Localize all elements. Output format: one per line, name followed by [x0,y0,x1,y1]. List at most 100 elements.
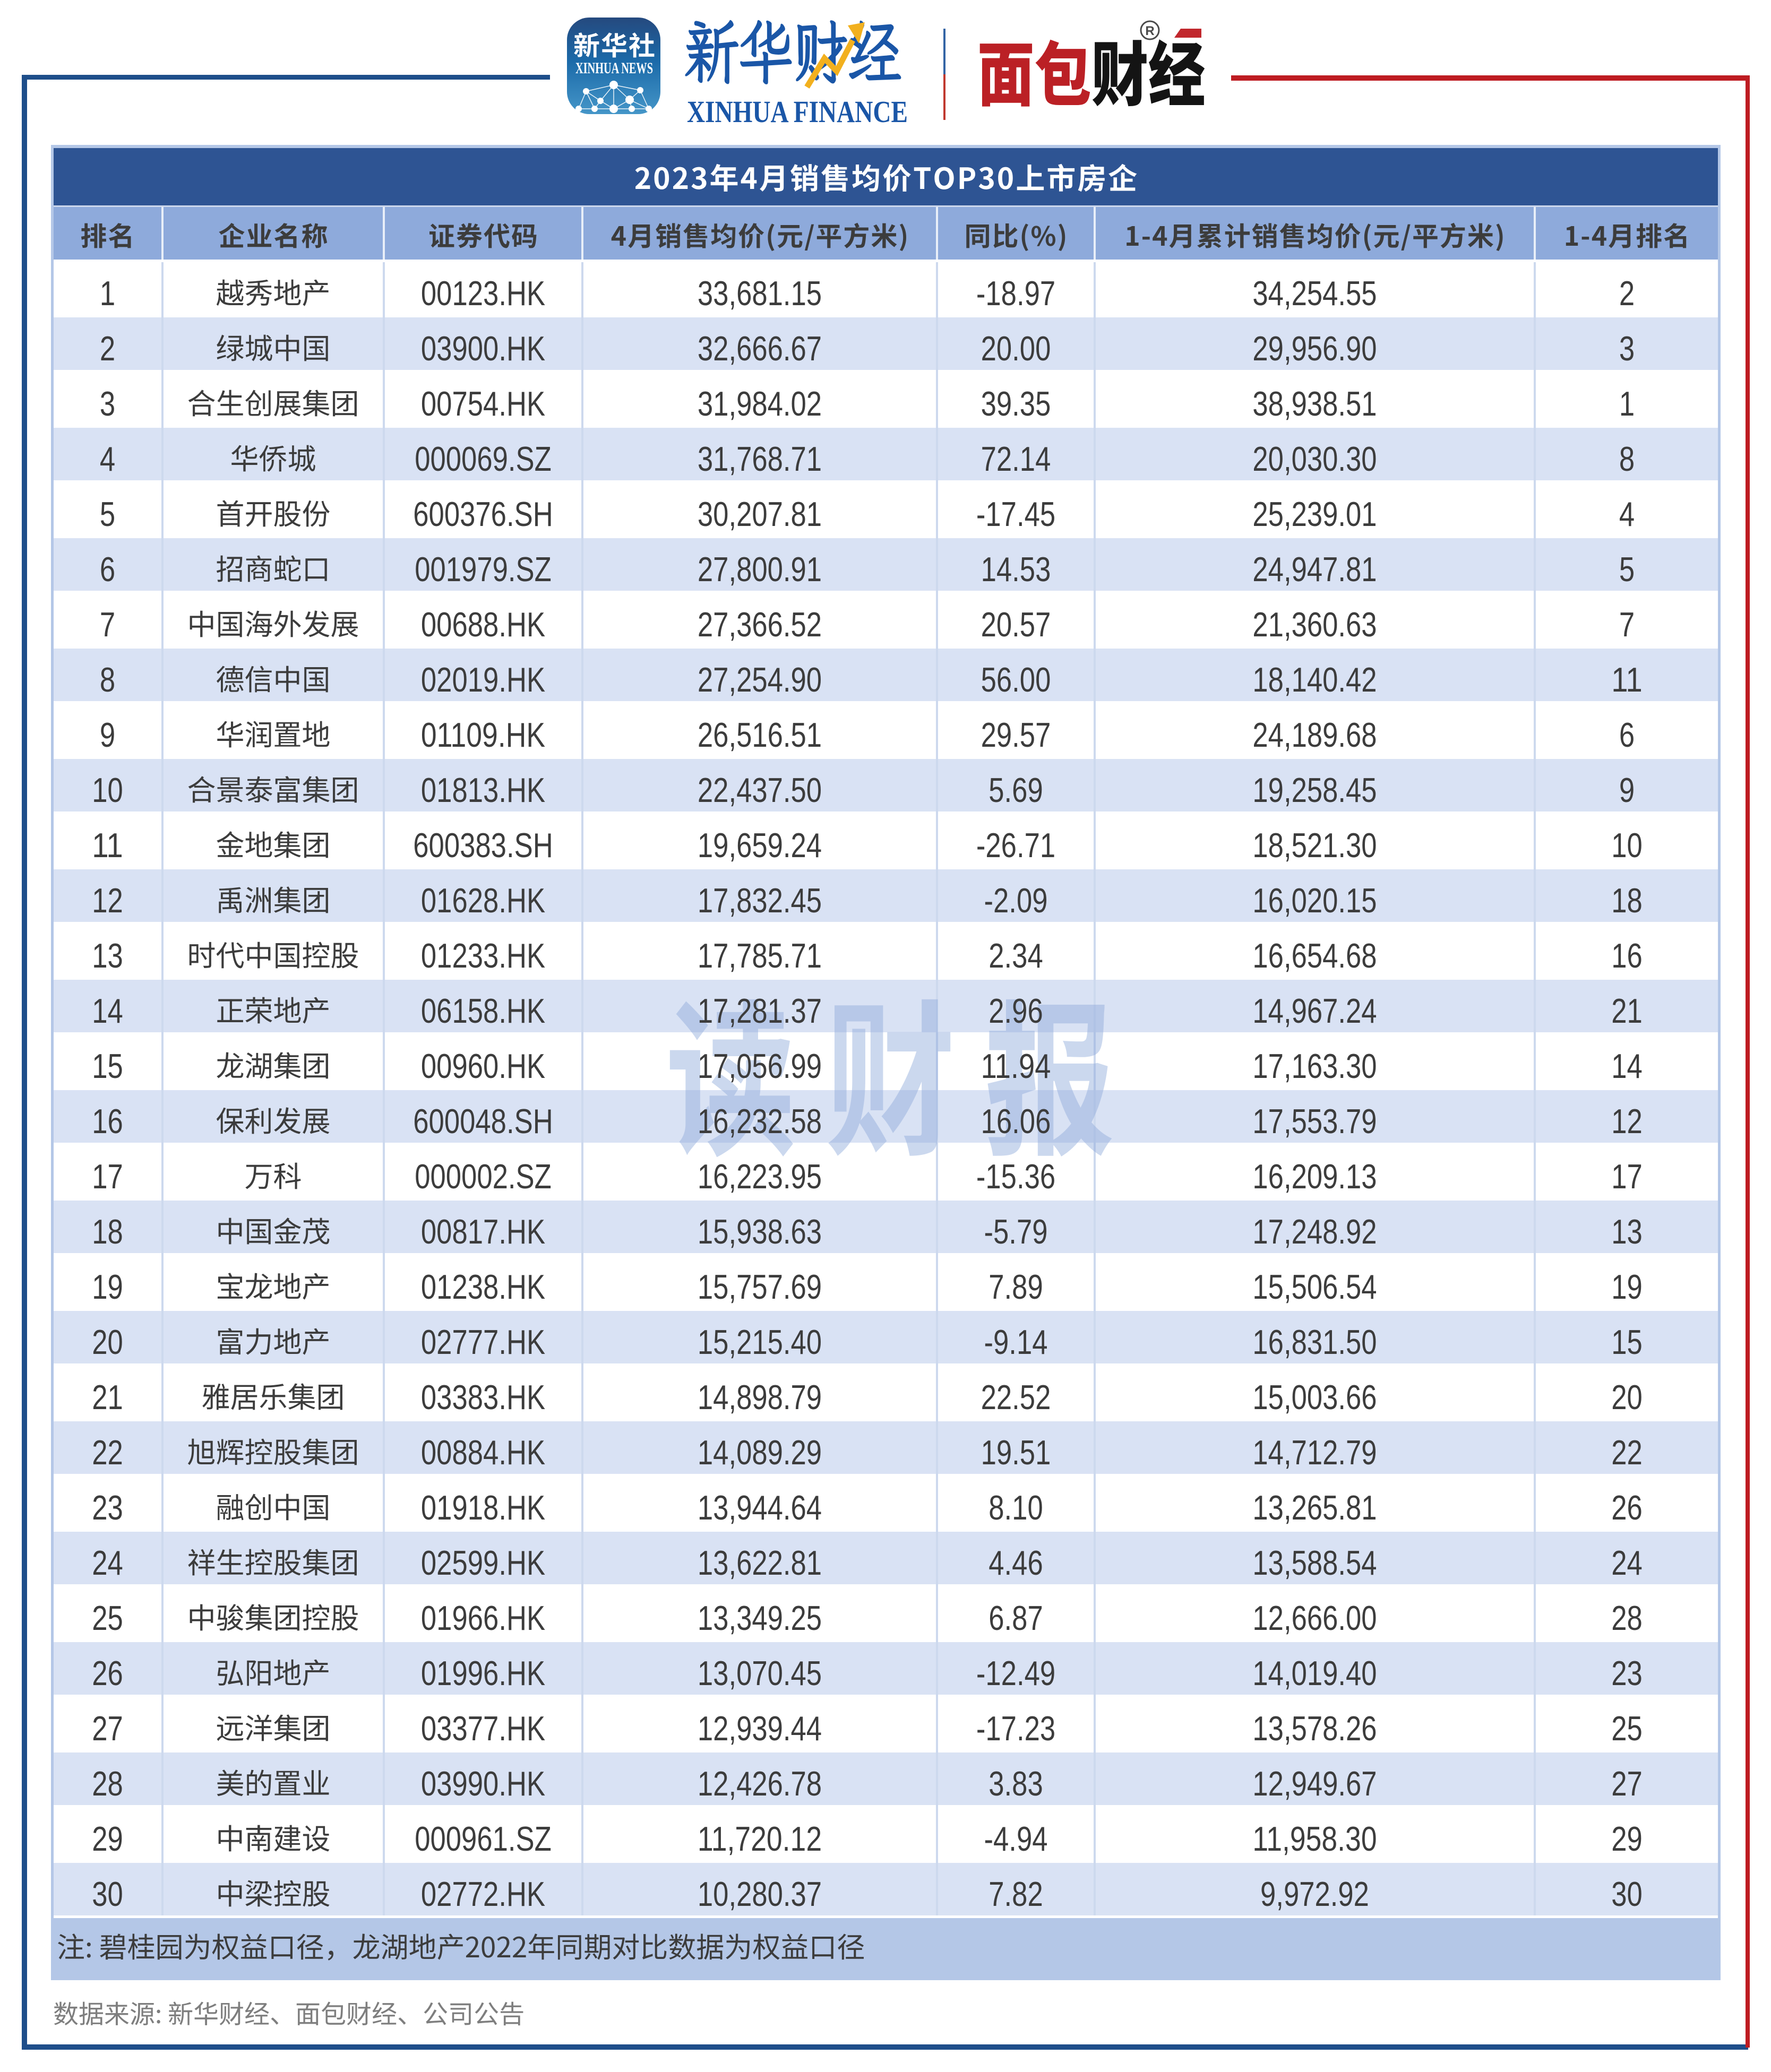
svg-text:18,521.30: 18,521.30 [1252,826,1377,865]
svg-text:02772.HK: 02772.HK [421,1875,545,1913]
svg-text:001979.SZ: 001979.SZ [415,550,552,589]
svg-text:34,254.55: 34,254.55 [1252,274,1377,313]
svg-text:XINHUA NEWS: XINHUA NEWS [575,59,653,77]
svg-text:22,437.50: 22,437.50 [698,771,822,809]
svg-text:29,956.90: 29,956.90 [1252,329,1377,368]
svg-text:12: 12 [92,881,123,920]
svg-text:20.00: 20.00 [981,329,1051,368]
svg-text:13,578.26: 13,578.26 [1252,1709,1377,1748]
svg-text:22: 22 [1611,1433,1643,1472]
svg-text:600048.SH: 600048.SH [413,1102,553,1141]
svg-text:19.51: 19.51 [981,1433,1051,1472]
svg-text:-26.71: -26.71 [976,826,1055,865]
svg-text:17,832.45: 17,832.45 [698,881,822,920]
svg-text:29: 29 [1611,1819,1643,1858]
svg-text:33,681.15: 33,681.15 [698,274,822,313]
svg-text:3.83: 3.83 [988,1764,1043,1803]
svg-text:11.94: 11.94 [981,1047,1051,1085]
svg-text:000002.SZ: 000002.SZ [415,1157,552,1196]
svg-text:56.00: 56.00 [981,660,1051,699]
svg-text:2.96: 2.96 [988,991,1043,1030]
svg-text:31,984.02: 31,984.02 [698,384,822,423]
svg-text:12,939.44: 12,939.44 [698,1709,822,1748]
svg-text:24: 24 [92,1543,123,1582]
svg-text:01918.HK: 01918.HK [421,1488,545,1527]
svg-text:01238.HK: 01238.HK [421,1267,545,1306]
svg-text:27,366.52: 27,366.52 [698,605,822,644]
svg-text:20,030.30: 20,030.30 [1252,439,1377,478]
svg-text:21: 21 [92,1378,123,1417]
svg-text:03383.HK: 03383.HK [421,1378,545,1417]
svg-text:15,506.54: 15,506.54 [1252,1267,1377,1306]
svg-text:29: 29 [92,1819,123,1858]
svg-text:8.10: 8.10 [988,1488,1043,1527]
svg-text:14,712.79: 14,712.79 [1252,1433,1377,1472]
svg-text:25,239.01: 25,239.01 [1252,495,1377,533]
svg-text:38,938.51: 38,938.51 [1252,384,1377,423]
svg-text:16,209.13: 16,209.13 [1252,1157,1377,1196]
svg-text:01109.HK: 01109.HK [421,715,545,754]
svg-text:13,265.81: 13,265.81 [1252,1488,1377,1527]
svg-text:-2.09: -2.09 [984,881,1048,920]
svg-text:22.52: 22.52 [981,1378,1051,1417]
svg-text:14,019.40: 14,019.40 [1252,1654,1377,1693]
svg-text:1: 1 [1619,384,1635,423]
svg-text:03900.HK: 03900.HK [421,329,545,368]
svg-text:3: 3 [1619,329,1635,368]
svg-text:12,666.00: 12,666.00 [1252,1599,1377,1637]
svg-text:9: 9 [100,715,115,754]
svg-text:5: 5 [100,495,115,533]
svg-text:7.82: 7.82 [988,1875,1043,1913]
svg-text:17,281.37: 17,281.37 [698,991,822,1030]
svg-text:00817.HK: 00817.HK [421,1212,545,1251]
svg-text:XINHUA FINANCE: XINHUA FINANCE [687,94,908,129]
svg-text:16,223.95: 16,223.95 [698,1157,822,1196]
svg-text:16,654.68: 16,654.68 [1252,936,1377,975]
svg-text:17,163.30: 17,163.30 [1252,1047,1377,1085]
svg-text:01813.HK: 01813.HK [421,771,545,809]
svg-text:28: 28 [1611,1599,1643,1637]
svg-text:2: 2 [100,329,115,368]
svg-text:20: 20 [1611,1378,1643,1417]
svg-text:8: 8 [1619,439,1635,478]
svg-text:9: 9 [1619,771,1635,809]
svg-text:2.34: 2.34 [988,936,1043,975]
svg-text:14.53: 14.53 [981,550,1051,589]
svg-text:17,785.71: 17,785.71 [698,936,822,975]
svg-text:27: 27 [92,1709,123,1748]
svg-text:600383.SH: 600383.SH [413,826,553,865]
svg-text:14: 14 [1611,1047,1643,1085]
svg-text:29.57: 29.57 [981,715,1051,754]
svg-text:25: 25 [92,1599,123,1637]
svg-text:19: 19 [92,1267,123,1306]
svg-text:7.89: 7.89 [988,1267,1043,1306]
svg-text:-15.36: -15.36 [976,1157,1055,1196]
svg-text:14,967.24: 14,967.24 [1252,991,1377,1030]
svg-text:16,831.50: 16,831.50 [1252,1323,1377,1361]
svg-text:13: 13 [1611,1212,1643,1251]
svg-text:7: 7 [100,605,115,644]
svg-text:6: 6 [1619,715,1635,754]
svg-text:27,254.90: 27,254.90 [698,660,822,699]
svg-text:19,258.45: 19,258.45 [1252,771,1377,809]
svg-text:03990.HK: 03990.HK [421,1764,545,1803]
svg-text:13,622.81: 13,622.81 [698,1543,822,1582]
svg-text:13,944.64: 13,944.64 [698,1488,822,1527]
svg-text:01996.HK: 01996.HK [421,1654,545,1693]
svg-text:00754.HK: 00754.HK [421,384,545,423]
svg-text:13,588.54: 13,588.54 [1252,1543,1377,1582]
svg-text:17,553.79: 17,553.79 [1252,1102,1377,1141]
svg-text:15,938.63: 15,938.63 [698,1212,822,1251]
svg-text:-5.79: -5.79 [984,1212,1048,1251]
svg-text:11,958.30: 11,958.30 [1252,1819,1377,1858]
svg-text:5: 5 [1619,550,1635,589]
svg-text:30: 30 [92,1875,123,1913]
svg-text:11: 11 [92,826,123,865]
svg-text:15: 15 [1611,1323,1643,1361]
svg-text:24: 24 [1611,1543,1643,1582]
svg-text:000961.SZ: 000961.SZ [415,1819,552,1858]
svg-text:17: 17 [1611,1157,1643,1196]
svg-text:30,207.81: 30,207.81 [698,495,822,533]
svg-text:15: 15 [92,1047,123,1085]
svg-text:00123.HK: 00123.HK [421,274,545,313]
